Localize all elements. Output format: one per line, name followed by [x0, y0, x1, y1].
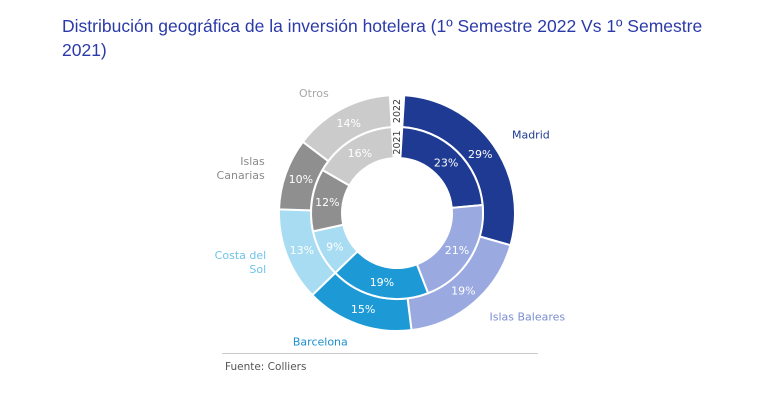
2021-slice-otros — [321, 126, 395, 187]
category-label-otros: Otros — [299, 87, 329, 100]
year-label-inner: 2021 — [392, 130, 403, 154]
category-label-islas-canarias: Islas — [240, 155, 265, 168]
2022-label-otros: 14% — [337, 117, 361, 130]
year-label-outer: 2022 — [392, 99, 403, 123]
source-note: Fuente: Colliers — [225, 361, 307, 373]
2022-label-barcelona: 15% — [351, 303, 375, 316]
category-label-costa-del-sol: Costa del — [215, 249, 267, 262]
category-label-costa-del-sol: Sol — [249, 263, 266, 276]
category-label-madrid: Madrid — [512, 128, 550, 141]
category-label-islas-baleares: Islas Baleares — [489, 310, 565, 323]
2022-label-madrid: 29% — [468, 148, 492, 161]
category-label-barcelona: Barcelona — [293, 335, 348, 348]
2022-label-islas-baleares: 19% — [451, 284, 475, 297]
category-label-islas-canarias: Canarias — [217, 169, 265, 182]
2022-label-islas-canarias: 10% — [289, 173, 313, 186]
2021-label-madrid: 23% — [434, 156, 458, 169]
chart-title: Distribución geográfica de la inversión … — [62, 16, 703, 60]
2021-label-barcelona: 19% — [370, 276, 394, 289]
2021-label-costa-del-sol: 9% — [326, 240, 343, 253]
2021-label-otros: 16% — [348, 147, 372, 160]
2021-label-islas-baleares: 21% — [445, 244, 469, 257]
2022-label-costa-del-sol: 13% — [290, 244, 314, 257]
source-divider — [222, 353, 538, 354]
2021-label-islas-canarias: 12% — [315, 196, 339, 209]
